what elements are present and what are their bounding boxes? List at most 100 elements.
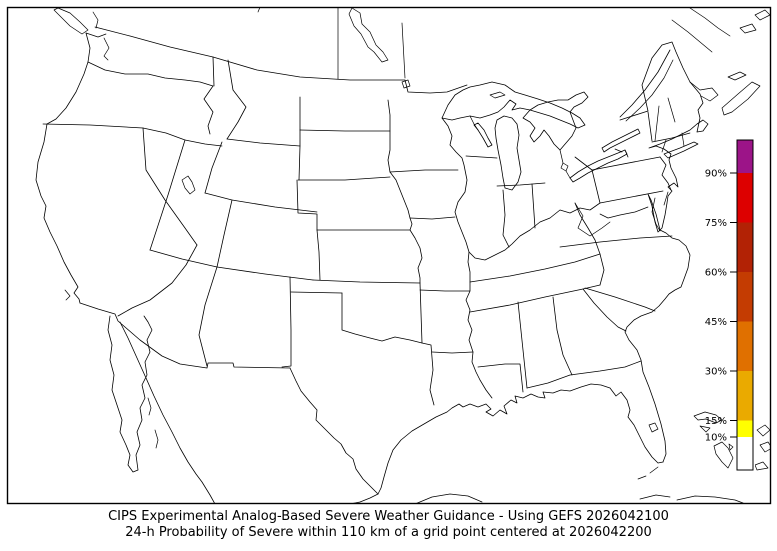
- islands-path: [728, 443, 734, 451]
- state-borders-path: [654, 105, 660, 142]
- canada-borders-path: [53, 7, 89, 35]
- mexico-coastline-path: [415, 493, 483, 504]
- us-coastline-path: [79, 302, 291, 369]
- us-coastline: [35, 32, 709, 495]
- canada-borders-path: [103, 37, 110, 61]
- canada-borders-path: [94, 26, 468, 94]
- state-borders-path: [496, 182, 546, 187]
- great-lakes-path: [614, 148, 623, 153]
- caption-subtitle: 24-h Probability of Severe within 110 km…: [125, 525, 652, 540]
- state-borders-path: [316, 229, 321, 281]
- canada-borders-path: [85, 32, 107, 38]
- state-borders-path: [599, 253, 605, 286]
- state-borders-path: [281, 276, 292, 368]
- state-borders-path: [226, 59, 247, 140]
- state-borders-path: [582, 288, 627, 332]
- islands-path: [699, 425, 711, 433]
- great-lakes-path: [469, 115, 479, 131]
- map-geography: [35, 7, 771, 504]
- state-borders-path: [559, 235, 673, 248]
- colorbar-segment-75-90: [737, 173, 753, 223]
- mexico-coastline-path: [154, 429, 159, 449]
- colorbar-tick-label: 90%: [705, 169, 727, 180]
- colorbar-segment-15-30: [737, 371, 753, 421]
- us-coastline-path: [663, 141, 699, 159]
- us-coastline-path: [624, 81, 709, 463]
- great-lakes-path: [494, 115, 522, 191]
- state-borders-path: [312, 279, 421, 284]
- state-borders-path: [591, 156, 661, 171]
- colorbar-ticks: 90% 75% 60% 45% 30% 15% 10%: [705, 169, 737, 444]
- great-lakes-path: [441, 81, 586, 129]
- state-borders-path: [212, 56, 215, 87]
- colorbar-segment-90-100: [737, 140, 753, 173]
- state-borders-path: [469, 253, 601, 283]
- state-borders-path: [142, 127, 198, 246]
- canada-borders-path: [619, 49, 671, 118]
- state-borders: [42, 56, 691, 406]
- state-borders-path: [651, 132, 691, 143]
- state-borders-path: [198, 266, 218, 367]
- state-borders-path: [298, 129, 301, 181]
- great-lakes-path: [559, 149, 564, 164]
- islands-path: [649, 466, 659, 474]
- colorbar-segment-0-10: [737, 437, 753, 470]
- us-coastline-path: [377, 383, 664, 495]
- mexico-coastline-path: [107, 315, 153, 473]
- colorbar-segment-45-60: [737, 272, 753, 322]
- state-borders-path: [387, 99, 391, 173]
- canada-borders-path: [721, 81, 761, 116]
- state-borders-path: [216, 199, 233, 268]
- state-borders-path: [469, 284, 601, 313]
- colorbar-border: [736, 139, 754, 471]
- colorbar-segment-10-15: [737, 420, 753, 437]
- state-borders-path: [651, 197, 661, 232]
- canada-borders-path: [401, 22, 406, 79]
- great-lakes-path: [522, 91, 589, 151]
- colorbar-tick-label: 45%: [705, 317, 727, 328]
- islands-path: [759, 441, 771, 453]
- state-borders-path: [647, 111, 653, 142]
- canada-borders-path: [257, 7, 261, 13]
- state-borders-path: [117, 244, 198, 317]
- state-borders-path: [299, 129, 391, 132]
- state-borders-path: [204, 192, 318, 213]
- state-borders-path: [591, 169, 664, 204]
- state-borders-path: [663, 191, 669, 206]
- state-borders-path: [502, 189, 510, 248]
- islands-path: [713, 441, 734, 469]
- mexico-coastline-path: [64, 289, 71, 301]
- state-borders-path: [584, 287, 656, 312]
- islands-path: [639, 494, 671, 500]
- colorbar-segment-30-45: [737, 321, 753, 371]
- caption-title: CIPS Experimental Analog-Based Severe We…: [108, 509, 669, 524]
- state-borders-path: [574, 202, 601, 255]
- colorbar-tick-label: 75%: [705, 218, 727, 229]
- state-borders-path: [531, 183, 536, 229]
- us-coastline-path: [35, 32, 91, 304]
- islands: [637, 411, 771, 504]
- canada-borders-path: [689, 7, 731, 37]
- state-borders-path: [574, 156, 593, 171]
- canada-borders-path: [348, 7, 389, 63]
- great-lakes-path: [565, 170, 571, 179]
- state-borders-path: [624, 149, 629, 158]
- state-borders-path: [552, 296, 573, 376]
- mexico-coastline-path: [119, 321, 216, 504]
- state-borders-path: [661, 139, 667, 153]
- state-borders-path: [599, 206, 649, 219]
- canada-borders-path: [92, 11, 99, 29]
- colorbar-tick-label: 15%: [705, 416, 727, 427]
- state-borders-path: [203, 85, 214, 135]
- canada-borders-path: [739, 23, 757, 34]
- great-lakes: [441, 81, 641, 191]
- state-borders-path: [477, 363, 524, 393]
- state-borders-path: [204, 141, 223, 194]
- islands-path: [693, 411, 723, 424]
- islands-path: [676, 495, 744, 504]
- state-borders-path: [526, 360, 642, 389]
- state-borders-path: [149, 249, 314, 281]
- state-borders-path: [419, 282, 435, 406]
